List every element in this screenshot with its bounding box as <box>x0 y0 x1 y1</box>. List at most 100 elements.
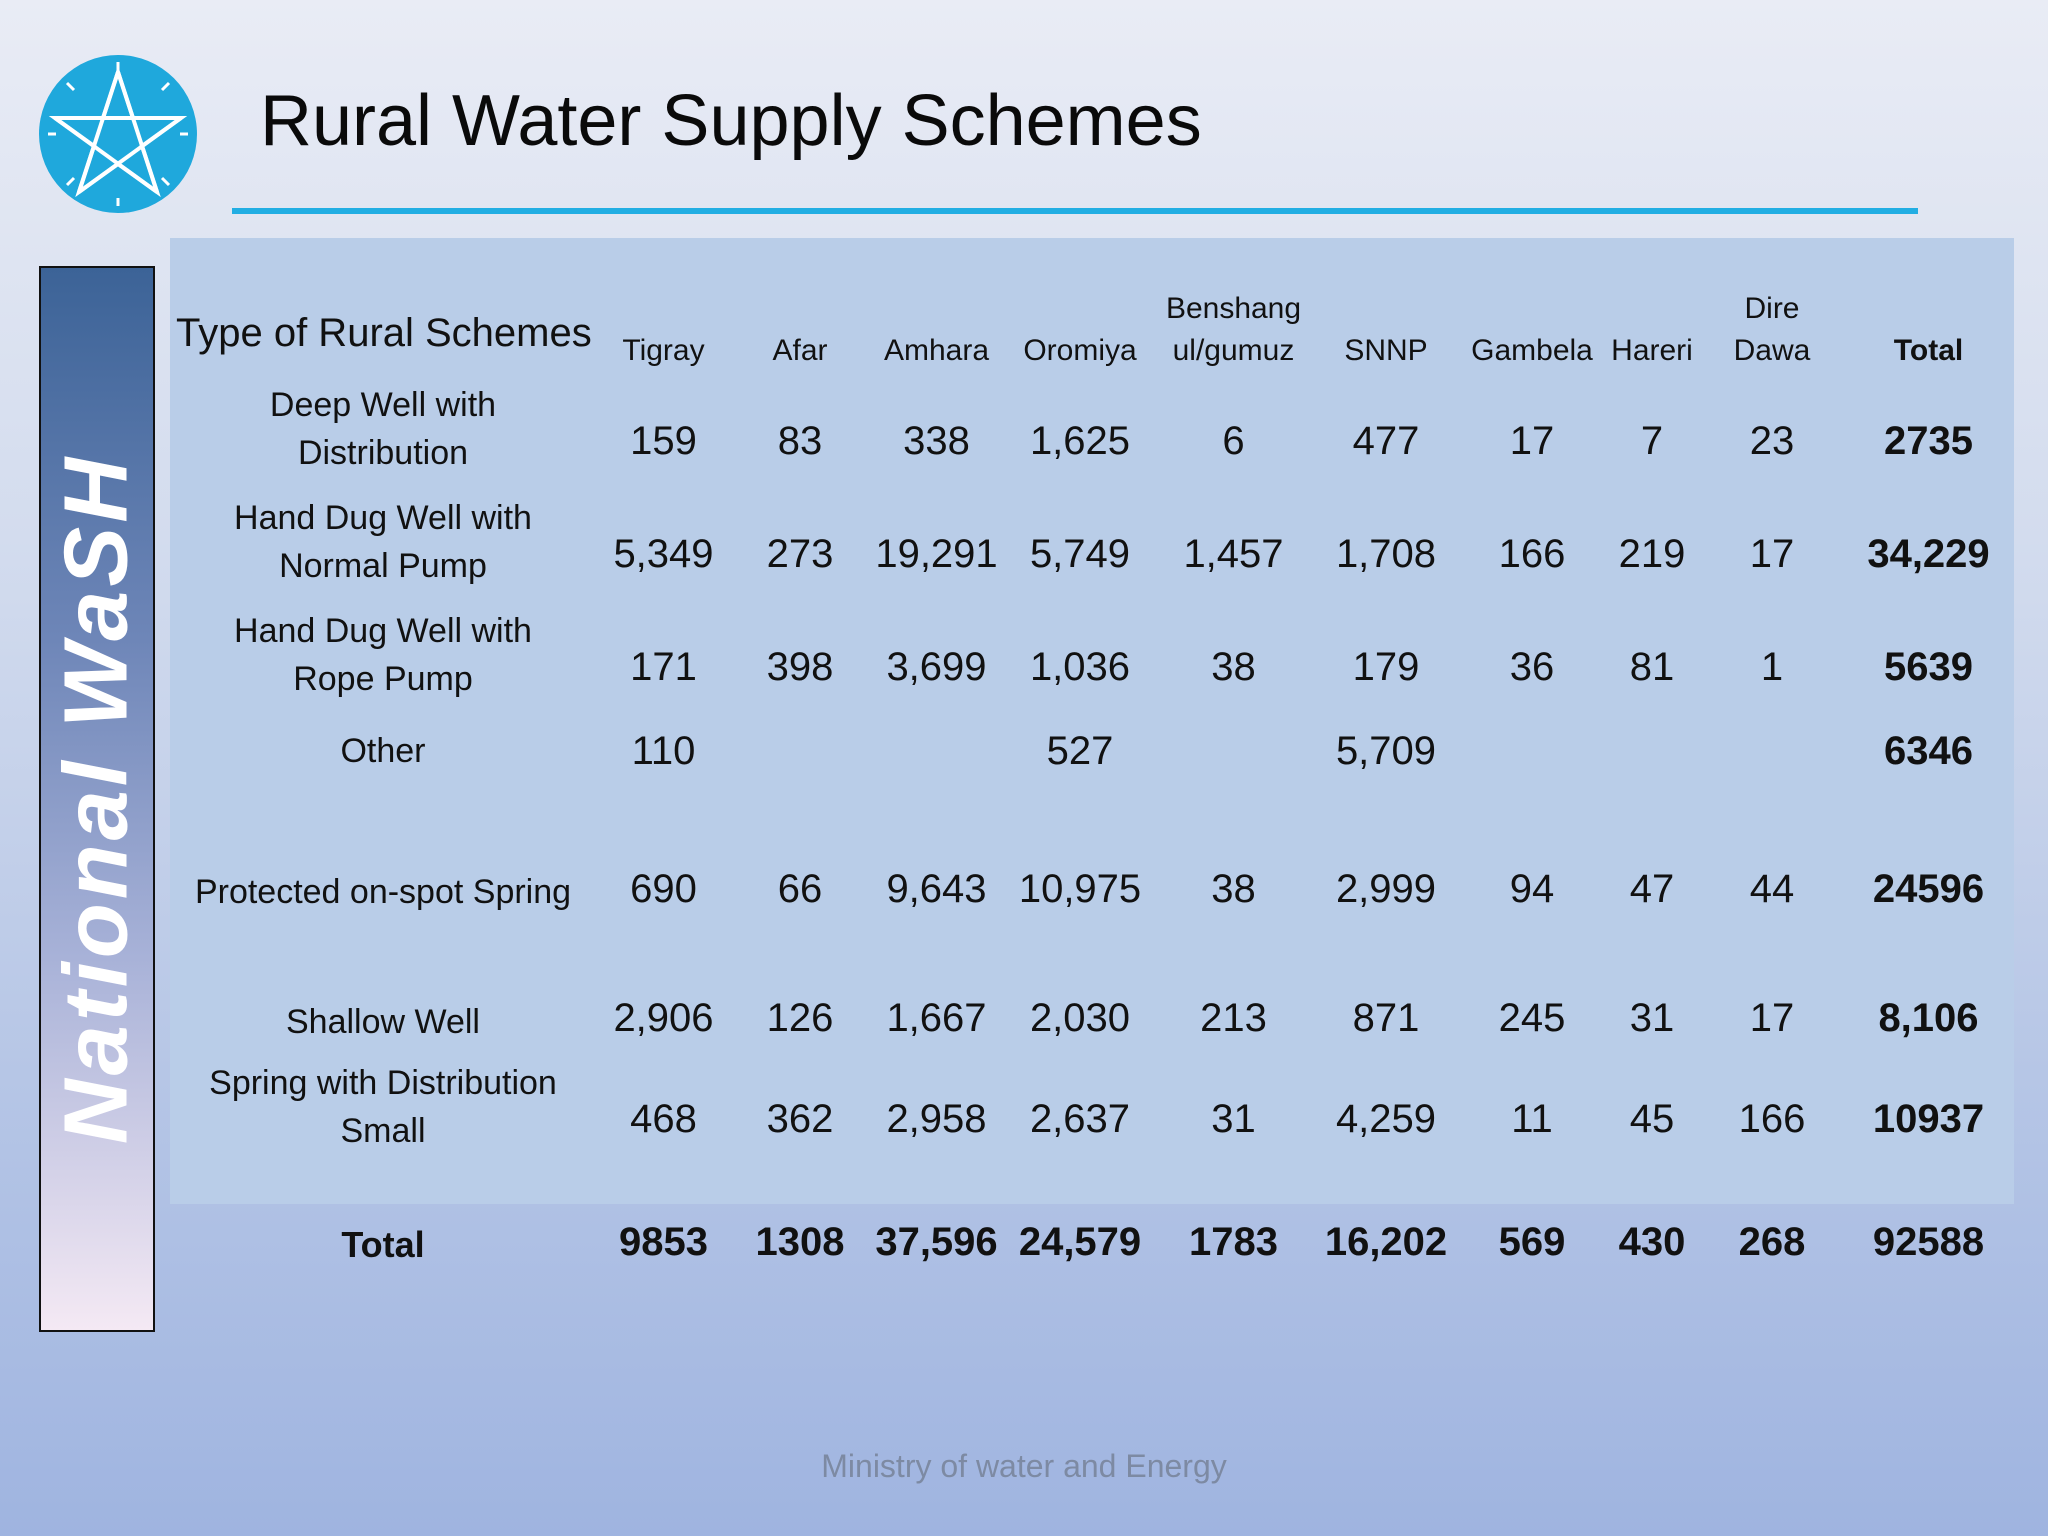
row-label-line2: Small <box>340 1111 426 1150</box>
table-row: Protected on-spot Spring 690 66 9,643 10… <box>170 791 2014 937</box>
header-benshangul-line1: Benshang <box>1165 292 1302 325</box>
table-row: Deep Well with Distribution 159 83 338 1,… <box>170 372 2014 485</box>
cell-gambela <box>1461 711 1603 791</box>
cell-dire-dawa: 17 <box>1749 996 1795 1040</box>
title-underline <box>232 208 1918 214</box>
cell-hareri: 7 <box>1640 419 1664 463</box>
cell-afar: 83 <box>777 419 823 463</box>
header-amhara: Amhara <box>883 334 990 367</box>
cell-gambela: 245 <box>1498 996 1566 1040</box>
cell-hareri: 430 <box>1618 1220 1686 1264</box>
cell-oromiya: 1,625 <box>1029 419 1131 463</box>
row-label-line2: Rope Pump <box>293 659 473 698</box>
cell-afar <box>731 711 869 791</box>
star-emblem-icon <box>39 55 197 213</box>
cell-total: 92588 <box>1872 1220 1985 1264</box>
slide-title: Rural Water Supply Schemes <box>260 81 1202 161</box>
cell-benshangul: 38 <box>1211 866 1256 911</box>
cell-amhara: 37,596 <box>875 1220 998 1264</box>
cell-benshangul: 213 <box>1200 996 1267 1040</box>
table-row: Other 110 527 5,709 6346 <box>170 711 2014 791</box>
table-panel: Type of Rural Schemes Tigray Afar Amhara… <box>170 238 2014 1265</box>
cell-tigray: 9853 <box>619 1220 708 1264</box>
cell-oromiya: 1,036 <box>1029 645 1131 689</box>
row-label: Spring with Distribution Small <box>170 1050 596 1163</box>
table-row: Spring with Distribution Small 468 362 2,… <box>170 1050 2014 1163</box>
header-snnp: SNNP <box>1344 334 1428 367</box>
cell-hareri: 47 <box>1629 866 1675 911</box>
cell-oromiya: 5,749 <box>1029 532 1131 576</box>
cell-gambela: 569 <box>1498 1220 1566 1264</box>
cell-benshangul: 38 <box>1211 645 1256 689</box>
table-row: Hand Dug Well with Normal Pump 5,349 273 … <box>170 485 2014 598</box>
header-gambela: Gambela <box>1471 334 1593 367</box>
row-label-line1: Hand Dug Well with <box>234 498 532 537</box>
row-label: Total <box>341 1223 425 1265</box>
table-row-total: Total 9853 1308 37,596 24,579 1783 16,20… <box>170 1163 2014 1276</box>
cell-snnp: 871 <box>1352 996 1420 1040</box>
cell-afar: 66 <box>777 866 823 911</box>
cell-snnp: 4,259 <box>1335 1097 1437 1141</box>
cell-hareri: 45 <box>1629 1097 1675 1141</box>
cell-tigray: 110 <box>631 728 696 773</box>
cell-gambela: 94 <box>1509 866 1555 911</box>
cell-oromiya: 527 <box>1046 728 1114 773</box>
cell-amhara <box>869 711 1004 791</box>
cell-total: 5639 <box>1884 645 1973 689</box>
cell-gambela: 17 <box>1509 419 1555 463</box>
cell-benshangul: 6 <box>1222 419 1245 463</box>
cell-snnp: 1,708 <box>1335 532 1437 576</box>
table-row: Hand Dug Well with Rope Pump 171 398 3,69… <box>170 598 2014 711</box>
header-type: Type of Rural Schemes <box>176 311 592 355</box>
cell-snnp: 16,202 <box>1324 1220 1448 1264</box>
cell-dire-dawa <box>1701 711 1843 791</box>
cell-afar: 273 <box>766 532 834 576</box>
header-hareri: Hareri <box>1611 334 1693 367</box>
cell-afar: 1308 <box>755 1220 845 1264</box>
cell-oromiya: 2,637 <box>1029 1097 1131 1141</box>
cell-snnp: 5,709 <box>1335 728 1437 773</box>
cell-amhara: 19,291 <box>875 532 998 576</box>
cell-gambela: 166 <box>1498 532 1566 576</box>
cell-dire-dawa: 1 <box>1760 645 1784 689</box>
header-dire-line2: Dawa <box>1733 334 1811 367</box>
header-afar: Afar <box>772 334 828 367</box>
footer-text: Ministry of water and Energy <box>821 1448 1227 1484</box>
cell-amhara: 9,643 <box>886 866 987 911</box>
cell-snnp: 2,999 <box>1335 866 1437 911</box>
cell-oromiya: 2,030 <box>1029 996 1131 1040</box>
header-dire-dawa: Dire Dawa <box>1701 238 1843 372</box>
cell-total: 34,229 <box>1867 532 1990 576</box>
row-label: Shallow Well <box>285 1002 480 1041</box>
cell-amhara: 2,958 <box>886 1097 987 1141</box>
cell-benshangul <box>1156 711 1311 791</box>
cell-tigray: 159 <box>630 419 697 463</box>
cell-total: 10937 <box>1872 1097 1985 1141</box>
cell-total: 2735 <box>1884 419 1973 463</box>
cell-gambela: 11 <box>1511 1097 1553 1141</box>
row-label: Hand Dug Well with Normal Pump <box>170 485 596 598</box>
cell-benshangul: 31 <box>1211 1097 1256 1141</box>
cell-tigray: 690 <box>630 866 697 911</box>
header-tigray: Tigray <box>622 334 705 367</box>
table-row: Shallow Well 2,906 126 1,667 2,030 213 8… <box>170 937 2014 1050</box>
row-label-line1: Deep Well with <box>269 385 497 424</box>
row-label-line1: Hand Dug Well with <box>234 611 532 650</box>
cell-tigray: 468 <box>630 1097 697 1141</box>
cell-total: 6346 <box>1884 728 1973 773</box>
cell-hareri: 31 <box>1629 996 1675 1040</box>
row-label-line2: Distribution <box>297 433 469 472</box>
cell-amhara: 3,699 <box>886 645 987 689</box>
cell-dire-dawa: 166 <box>1738 1097 1806 1141</box>
row-label: Deep Well with Distribution <box>170 372 596 485</box>
cell-hareri <box>1603 711 1701 791</box>
cell-amhara: 1,667 <box>886 996 987 1040</box>
header-benshangul-line2: ul/gumuz <box>1172 334 1295 367</box>
cell-tigray: 5,349 <box>613 532 714 576</box>
schemes-table: Type of Rural Schemes Tigray Afar Amhara… <box>170 238 2014 1276</box>
header-total: Total <box>1893 334 1964 367</box>
cell-hareri: 219 <box>1618 532 1686 576</box>
cell-snnp: 477 <box>1352 419 1420 463</box>
cell-hareri: 81 <box>1629 645 1675 689</box>
cell-tigray: 2,906 <box>613 996 714 1040</box>
